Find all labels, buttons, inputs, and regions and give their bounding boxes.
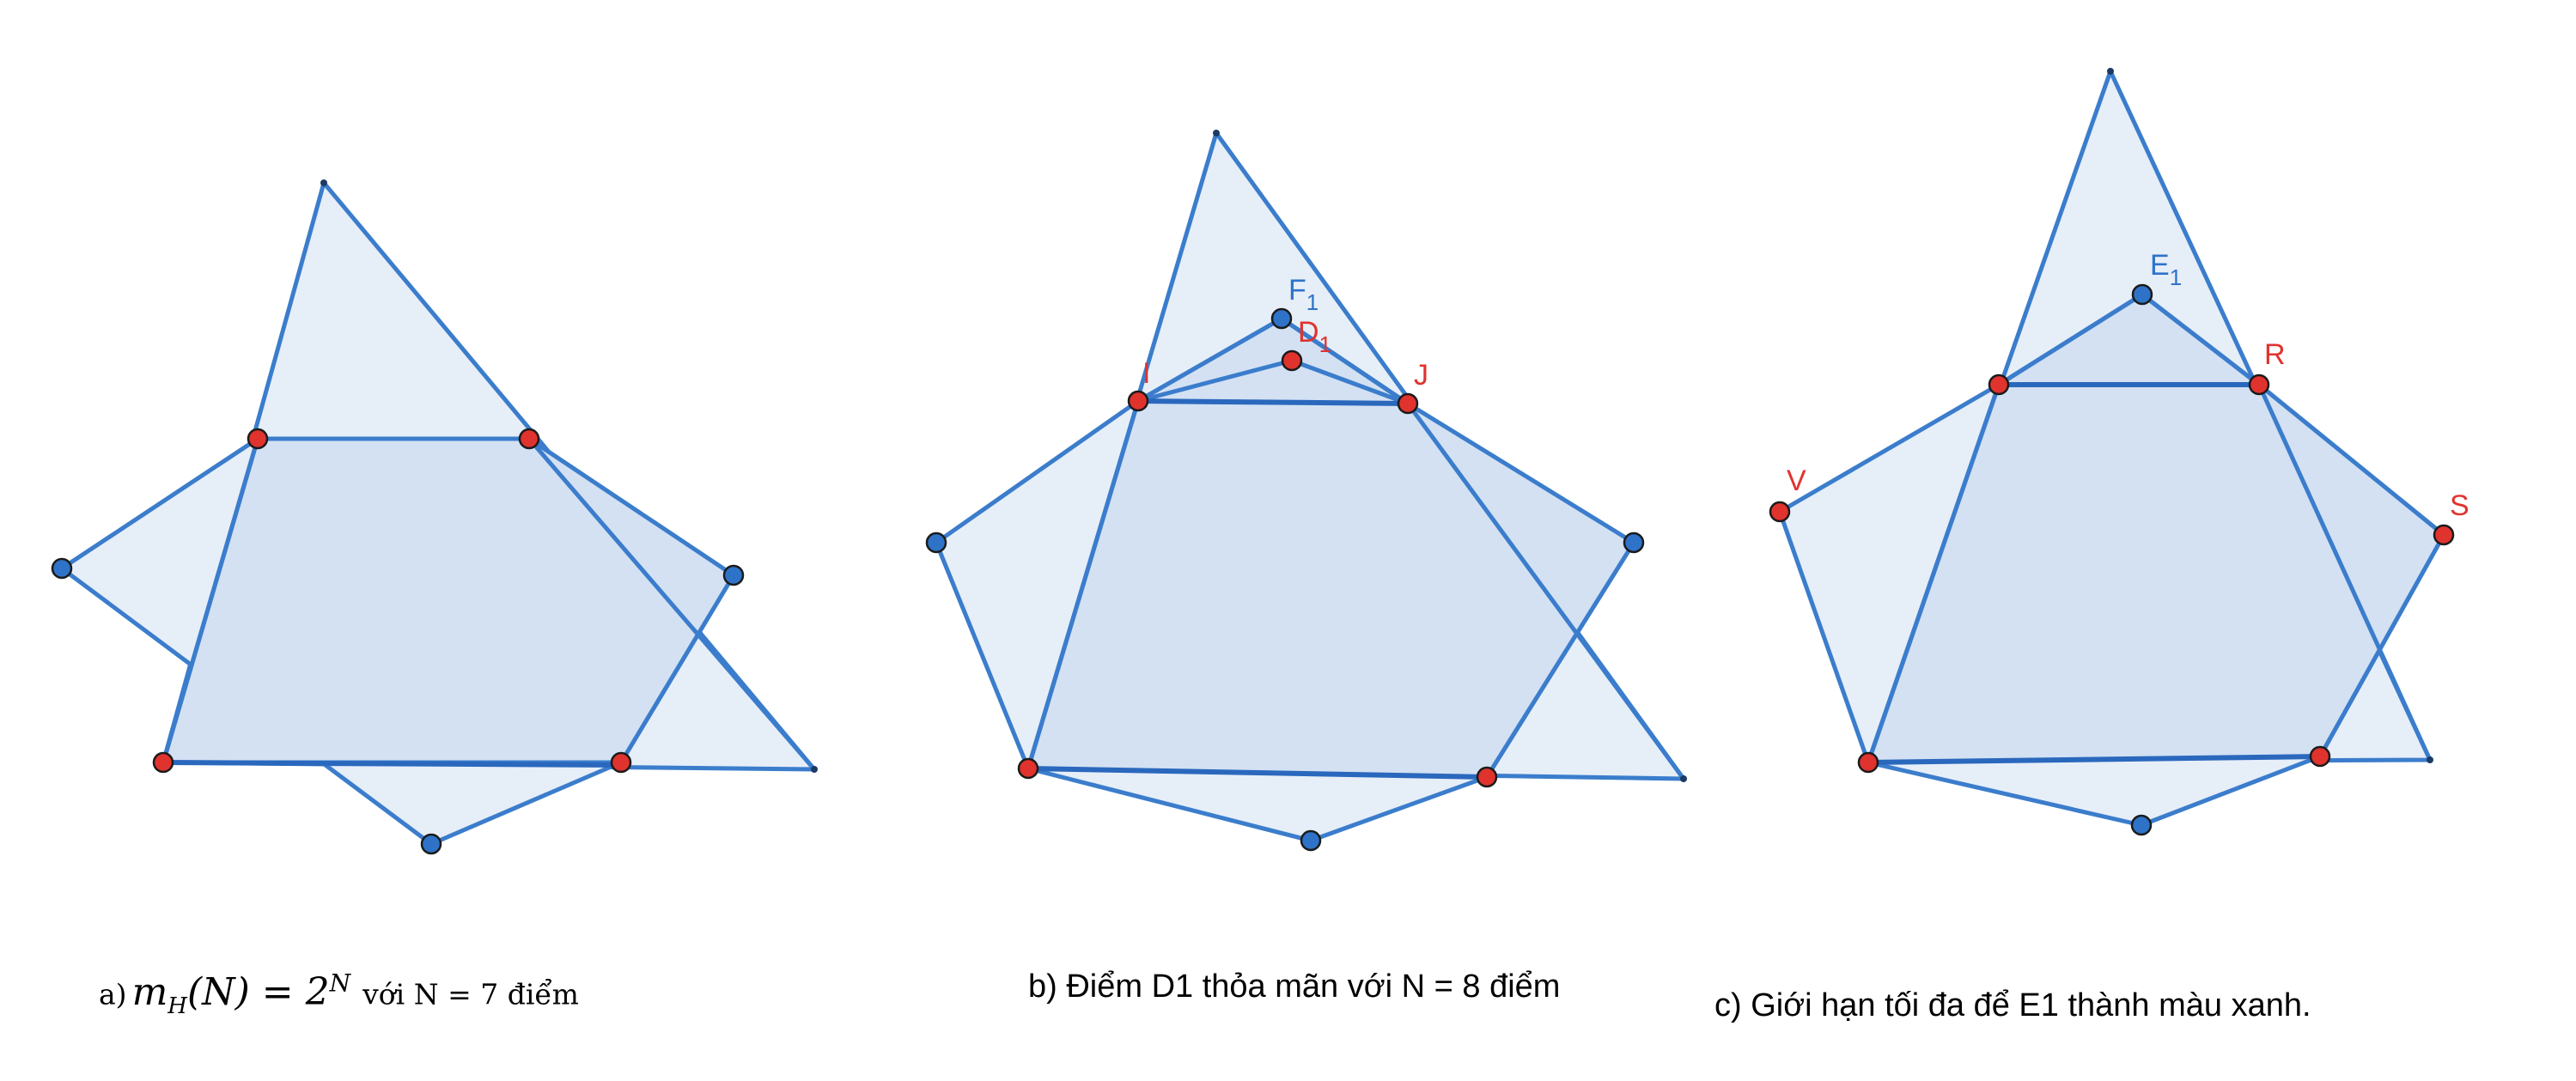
panel-a-corner-point [811, 766, 818, 773]
panel-b-label-d1: D1 [1298, 316, 1331, 357]
panel-b-label-i: I [1142, 357, 1150, 390]
panel-c-point-r [2248, 373, 2270, 396]
panel-c-label-s: S [2450, 489, 2469, 522]
panel-a [51, 179, 818, 855]
panel-c-red-point [2309, 745, 2331, 768]
panel-c-edge [1866, 754, 2323, 765]
panel-b-edge [1136, 358, 1294, 404]
panel-b-edge [1289, 358, 1410, 406]
panel-b-edge [1405, 401, 1686, 781]
panel-a-edge [161, 760, 624, 768]
panel-b-edge [1026, 398, 1141, 771]
panel-b: F1 D1 I J [925, 130, 1687, 852]
panel-c-point-e1 [2131, 283, 2153, 306]
caption-b: b) Điểm D1 thỏa mãn với N = 8 điểm [1028, 969, 1561, 1005]
panel-c-apex-point [2107, 68, 2114, 75]
panel-c-label-e1: E1 [2150, 249, 2182, 290]
panel-c-corner-point [2427, 756, 2433, 763]
panel-b-label-f1: F1 [1288, 274, 1318, 315]
panel-b-red-point [1017, 757, 1039, 780]
panel-c-edge [2140, 292, 2262, 387]
panel-c: E1 R V S [1769, 68, 2469, 836]
panel-b-blue-point [925, 531, 947, 554]
panel-a-blue-point [51, 557, 73, 580]
panel-a-blue-point [420, 833, 442, 855]
panel-c-label-v: V [1787, 465, 1806, 497]
panel-a-red-point [247, 428, 269, 450]
panel-b-edge [1279, 316, 1410, 406]
panel-b-apex-point [1213, 130, 1220, 137]
panel-c-edge [1866, 382, 2001, 765]
panel-b-blue-point [1300, 829, 1322, 852]
panel-c-edge [1996, 292, 2145, 387]
panel-b-point-j [1397, 392, 1419, 415]
panel-c-label-r: R [2264, 338, 2286, 371]
panel-b-label-j: J [1414, 359, 1428, 392]
caption-a: a) mH(N) = 2N với N = 7 điểm [99, 969, 579, 1018]
panel-b-red-point [1476, 766, 1498, 788]
panel-b-point-f1 [1270, 307, 1293, 330]
panel-b-blue-point [1623, 531, 1645, 554]
caption-a-formula: mH(N) = 2N [131, 969, 351, 1019]
panel-c-red-point [1857, 751, 1879, 774]
panel-c-blue-point [2130, 814, 2153, 836]
panel-c-red-point [1988, 373, 2010, 396]
panel-b-edge [1026, 766, 1489, 780]
panel-b-corner-point [1680, 775, 1687, 782]
panel-a-red-point [152, 751, 174, 774]
caption-a-prefix: a) [99, 977, 127, 1011]
panel-a-blue-point [722, 564, 745, 586]
caption-a-suffix: với N = 7 điểm [362, 977, 579, 1011]
panel-c-edge [2256, 382, 2433, 762]
panel-a-red-point [518, 428, 540, 450]
panel-c-point-s [2433, 524, 2455, 546]
panel-a-edge [527, 436, 817, 772]
panel-b-point-i [1127, 390, 1149, 412]
panel-a-edge [161, 436, 260, 765]
panel-a-inner-region [161, 436, 736, 765]
panel-b-edge [1136, 398, 1410, 406]
panel-a-apex-point [320, 179, 327, 186]
panel-b-edge [1136, 316, 1284, 404]
caption-c: c) Giới hạn tối đa để E1 thành màu xanh. [1714, 987, 2311, 1023]
panel-b-point-d1 [1281, 349, 1303, 372]
panel-c-point-v [1769, 501, 1791, 523]
panel-a-red-point [610, 751, 632, 774]
